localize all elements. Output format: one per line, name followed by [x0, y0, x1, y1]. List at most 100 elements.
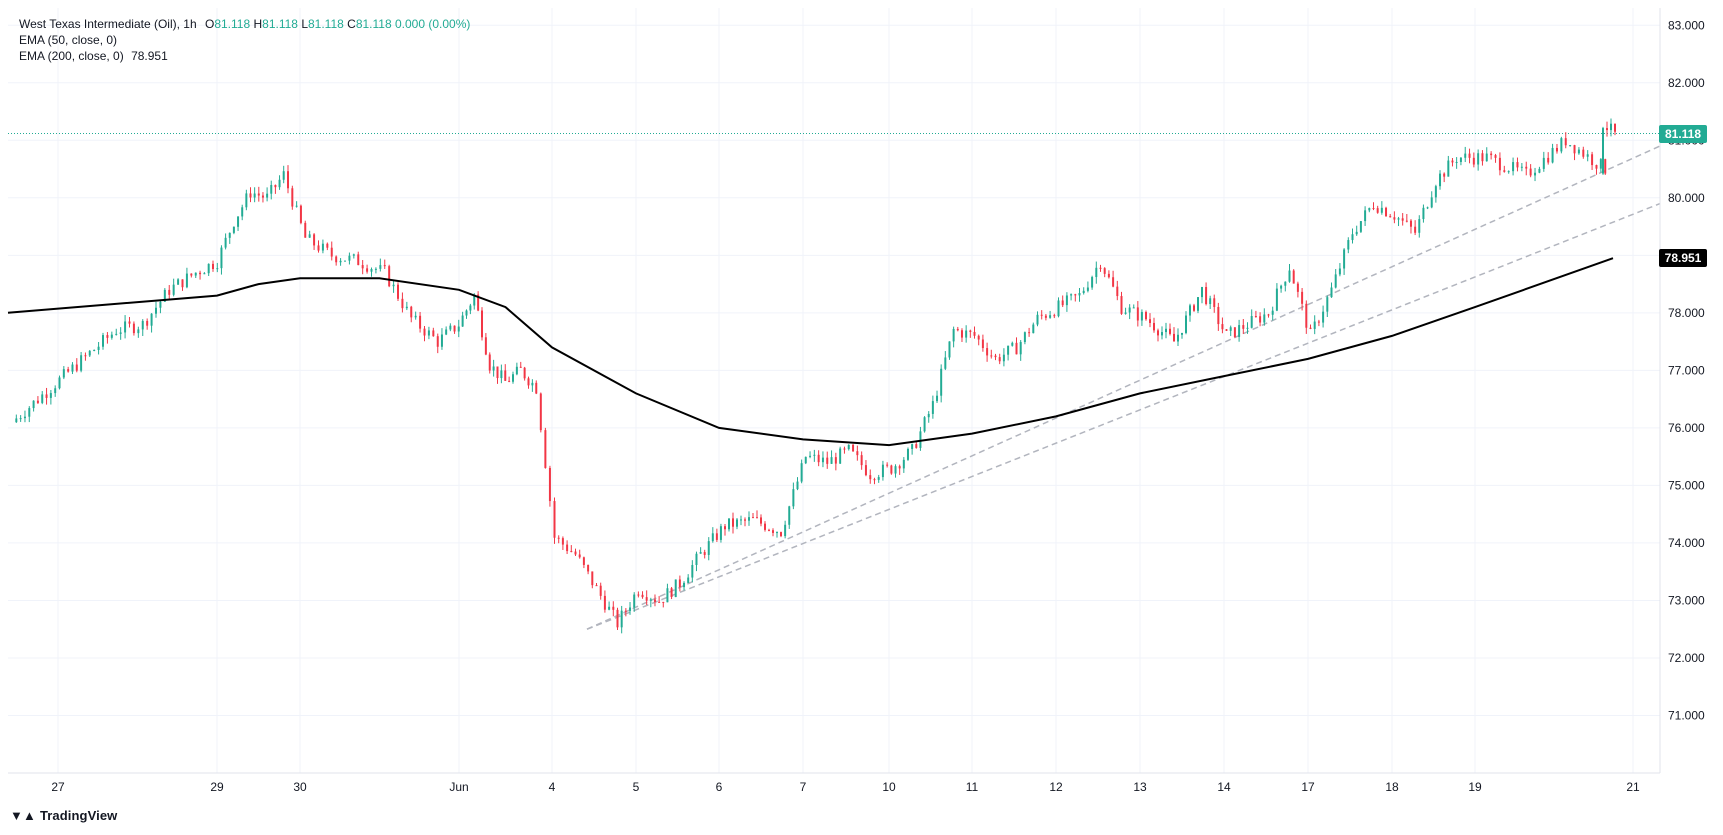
y-tick-label: 73.000 [1668, 593, 1705, 607]
candle-body [492, 366, 495, 371]
candle-up [370, 267, 373, 277]
candle-body [886, 464, 889, 466]
candle-down [1503, 165, 1506, 173]
candle-body [707, 541, 710, 555]
candle-body [352, 254, 355, 256]
candle-body [1459, 157, 1462, 162]
candle-body [1385, 207, 1388, 217]
ema200-legend-value: 78.951 [131, 49, 168, 63]
candle-down [1103, 267, 1106, 278]
candle-body [683, 582, 686, 588]
candle-up [923, 416, 926, 433]
candle-body [915, 444, 918, 448]
candle-body [752, 517, 754, 519]
candle-up [110, 331, 113, 340]
candle-body [1112, 277, 1115, 287]
candle-up [1455, 157, 1458, 169]
candle-body [1347, 240, 1350, 250]
candle-body [1512, 162, 1515, 172]
tradingview-logo[interactable]: ▼▲ TradingView [10, 808, 117, 823]
candle-up [1351, 228, 1354, 244]
candle-body [80, 355, 83, 371]
candle-up [1250, 309, 1253, 329]
candle-down [969, 329, 972, 338]
candle-body [1503, 170, 1506, 172]
candle-body [1205, 287, 1208, 305]
candle-body [927, 413, 930, 418]
candle-up [23, 410, 26, 423]
candle-body [1221, 324, 1224, 330]
candle-body [278, 179, 281, 188]
candle-body [1301, 291, 1304, 304]
candle-body [401, 298, 404, 309]
close-label: C [347, 17, 356, 31]
candle-up [691, 560, 694, 583]
candle-body [948, 341, 951, 358]
candle-body [744, 519, 746, 521]
candle-down [1149, 313, 1151, 328]
candle-down [1254, 310, 1257, 318]
candle-body [894, 466, 897, 474]
candle-down [637, 591, 640, 598]
candle-up [241, 204, 244, 221]
candle-body [703, 552, 706, 555]
candle-up [102, 332, 104, 350]
candle-up [1439, 170, 1442, 190]
candle-up [1197, 297, 1199, 314]
x-tick-label: 18 [1385, 780, 1399, 794]
candle-up [119, 327, 122, 340]
candle-down [977, 334, 980, 346]
candle-up [1280, 284, 1283, 293]
candle-body [919, 431, 922, 448]
candle-body [97, 346, 100, 350]
candle-body [911, 444, 914, 449]
candle-up [1602, 126, 1604, 175]
candle-body [445, 329, 448, 335]
candle-up [740, 515, 742, 526]
candle-up [695, 551, 698, 572]
x-tick-label: Jun [449, 780, 468, 794]
candle-body [1019, 342, 1022, 355]
candle-body [457, 326, 460, 332]
candle-down [146, 318, 149, 330]
candle-down [658, 596, 661, 603]
candle-body [388, 266, 391, 287]
candle-up [699, 547, 702, 554]
low-value: 81.118 [308, 17, 344, 31]
candle-body [1586, 154, 1589, 157]
candle-body [405, 306, 408, 309]
candle-up [1019, 340, 1022, 361]
candle-up [339, 258, 342, 266]
candle-body [1551, 147, 1554, 163]
candle-up [1023, 331, 1026, 345]
candle-down [477, 291, 480, 312]
y-tick-label: 82.000 [1668, 76, 1705, 90]
candle-body [419, 315, 422, 329]
candle-up [1599, 158, 1602, 173]
candle-up [1078, 288, 1081, 302]
y-tick-label: 75.000 [1668, 478, 1705, 492]
candle-body [1002, 354, 1005, 362]
candle-body [1534, 172, 1537, 176]
candle-body [1422, 207, 1425, 220]
candle-down [1529, 164, 1532, 178]
candle-body [1229, 327, 1232, 331]
x-tick-label: 19 [1468, 780, 1482, 794]
candle-body [211, 263, 214, 270]
candle-body [956, 328, 959, 331]
candle-body [1507, 171, 1510, 173]
candle-body [1061, 300, 1064, 306]
candle-body [952, 328, 955, 342]
candle-body [1614, 123, 1616, 132]
candle-body [484, 337, 487, 355]
candle-down [1040, 310, 1043, 320]
candle-body [1044, 315, 1047, 318]
candle-up [228, 232, 231, 244]
candle-down [1414, 220, 1417, 236]
candle-up [295, 201, 298, 208]
candle-up [944, 351, 947, 371]
candle-body [1082, 290, 1085, 294]
candle-up [1447, 155, 1450, 177]
candle-body [936, 395, 939, 402]
